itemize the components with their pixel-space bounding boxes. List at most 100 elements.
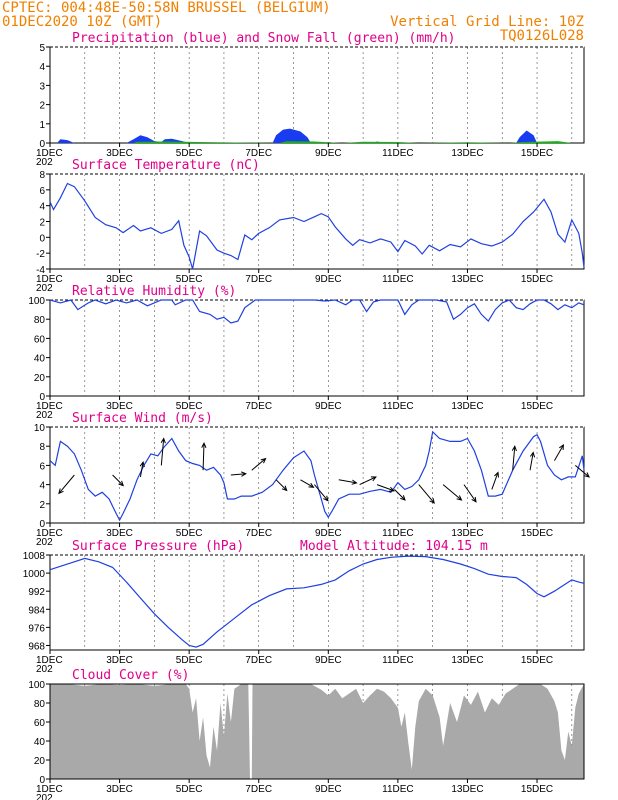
wind-vector-head bbox=[139, 460, 145, 468]
wind-vector-head bbox=[471, 496, 477, 503]
x-tick-label: 11DEC bbox=[382, 528, 414, 539]
y-tick-label: 60 bbox=[34, 718, 46, 729]
x-tick-label: 13DEC bbox=[451, 655, 483, 666]
y-tick-label: 4 bbox=[39, 481, 45, 492]
y-tick-label: 2 bbox=[39, 101, 45, 112]
y-tick-label: 0 bbox=[39, 775, 45, 786]
x-tick-label: 7DEC bbox=[245, 401, 272, 412]
wind-vector-head bbox=[529, 451, 536, 458]
wind-vector-head bbox=[58, 488, 64, 495]
y-tick-label: 20 bbox=[34, 756, 46, 767]
x-tick-label: 9DEC bbox=[315, 148, 342, 159]
x-year-label: 202 bbox=[36, 157, 53, 168]
panel-precip: 0 1 2 3 4 5 1DEC 3DEC 5DEC 7DEC 9DEC 11DEC 13DEC 15DE… bbox=[36, 31, 585, 168]
panel-cloud: 0 20 40 60 80 100 1DEC 3DEC 5DEC 7DEC 9DEC 11DEC 13D… bbox=[28, 668, 585, 800]
wind-vector-head bbox=[456, 495, 463, 501]
y-tick-label: -2 bbox=[36, 249, 45, 260]
x-tick-label: 15DEC bbox=[521, 528, 553, 539]
panel-rh: 0 20 40 60 80 100 1DEC 3DEC 5DEC 7DEC 9DEC 11DEC 13D… bbox=[28, 284, 585, 421]
panel-title: Surface Pressure (hPa) bbox=[72, 539, 244, 554]
rh-line bbox=[49, 299, 585, 324]
y-tick-label: 80 bbox=[34, 699, 46, 710]
y-tick-label: 992 bbox=[28, 587, 45, 598]
wind-vector-head bbox=[281, 485, 288, 492]
x-year-label: 202 bbox=[36, 410, 53, 421]
wind-vector-head bbox=[118, 480, 125, 487]
wind-vector-head bbox=[584, 472, 590, 478]
precip-area bbox=[56, 128, 538, 143]
wind-vector bbox=[338, 479, 357, 484]
y-tick-label: 2 bbox=[39, 500, 45, 511]
x-tick-label: 11DEC bbox=[382, 784, 414, 795]
wind-vector-head bbox=[323, 495, 329, 502]
x-tick-label: 11DEC bbox=[382, 401, 414, 412]
panel-pressure: 968 976 984 992 1000 1008 1DEC 3DEC 5DEC 7DEC 9DEC… bbox=[23, 539, 585, 675]
plot-frame bbox=[49, 426, 585, 524]
plot-frame bbox=[49, 554, 585, 651]
y-tick-label: 4 bbox=[39, 62, 45, 73]
wind-vector-head bbox=[351, 479, 358, 485]
wind-vector bbox=[58, 474, 75, 494]
y-tick-label: 5 bbox=[39, 43, 45, 54]
wind-vector-head bbox=[511, 445, 517, 452]
header-code: TQ0126L028 bbox=[500, 28, 584, 44]
wind-vector bbox=[529, 452, 534, 471]
temp-line bbox=[49, 182, 585, 270]
y-tick-label: 0 bbox=[39, 519, 45, 530]
wind-vector-head bbox=[429, 497, 435, 504]
y-tick-label: 0 bbox=[39, 233, 45, 244]
wind-line bbox=[49, 430, 585, 522]
x-tick-label: 13DEC bbox=[451, 528, 483, 539]
panel-wind: 0 2 4 6 8 10 1DEC 3DEC 5DEC 7DEC 9DEC 11DEC 13DEC 15D… bbox=[34, 411, 590, 548]
y-tick-label: 8 bbox=[39, 442, 45, 453]
x-tick-label: 13DEC bbox=[451, 401, 483, 412]
y-tick-label: 8 bbox=[39, 170, 45, 181]
wind-vector-head bbox=[201, 442, 207, 448]
y-tick-label: 100 bbox=[28, 296, 45, 307]
panel-subtitle: Model Altitude: 104.15 m bbox=[300, 539, 488, 554]
x-tick-label: 7DEC bbox=[245, 655, 272, 666]
x-year-label: 202 bbox=[36, 537, 53, 548]
x-tick-label: 9DEC bbox=[315, 655, 342, 666]
x-tick-label: 1DEC bbox=[36, 401, 63, 412]
wind-vector bbox=[376, 484, 395, 492]
x-tick-label: 15DEC bbox=[521, 784, 553, 795]
wind-vector bbox=[300, 479, 314, 488]
y-tick-label: 0 bbox=[39, 392, 45, 403]
plot-frame-top bbox=[49, 683, 585, 780]
x-tick-label: 15DEC bbox=[521, 655, 553, 666]
panel-temp: -4 -2 0 2 4 6 8 1DEC 3DEC 5DEC 7DEC 9DEC 11DEC 13DEC 1… bbox=[36, 158, 585, 294]
plot-frame bbox=[49, 299, 585, 397]
wind-vector bbox=[442, 484, 462, 501]
panel-title: Surface Wind (m/s) bbox=[72, 411, 213, 426]
y-tick-label: 1000 bbox=[23, 569, 46, 580]
y-tick-label: -4 bbox=[36, 265, 45, 276]
x-tick-label: 1DEC bbox=[36, 655, 63, 666]
y-tick-label: 968 bbox=[28, 641, 45, 652]
wind-vector-head bbox=[559, 444, 564, 451]
wind-vector-head bbox=[308, 482, 315, 488]
wind-vector bbox=[202, 443, 205, 471]
panel-title: Relative Humidity (%) bbox=[72, 284, 236, 299]
x-tick-label: 9DEC bbox=[315, 274, 342, 285]
x-tick-label: 7DEC bbox=[245, 274, 272, 285]
y-tick-label: 0 bbox=[39, 139, 45, 150]
plot-frame bbox=[49, 46, 585, 144]
wind-vector bbox=[574, 465, 590, 478]
y-tick-label: 1008 bbox=[23, 551, 46, 562]
x-tick-label: 5DEC bbox=[176, 274, 203, 285]
y-tick-label: 2 bbox=[39, 218, 45, 229]
y-tick-label: 4 bbox=[39, 202, 45, 213]
x-tick-label: 13DEC bbox=[451, 784, 483, 795]
y-tick-label: 1 bbox=[39, 120, 45, 131]
wind-vector-head bbox=[400, 495, 406, 501]
x-tick-label: 5DEC bbox=[176, 655, 203, 666]
wind-vector bbox=[394, 489, 406, 501]
x-tick-label: 7DEC bbox=[245, 784, 272, 795]
y-tick-label: 3 bbox=[39, 81, 45, 92]
x-tick-label: 5DEC bbox=[176, 784, 203, 795]
snow-area bbox=[133, 141, 572, 143]
x-tick-label: 15DEC bbox=[521, 401, 553, 412]
x-tick-label: 9DEC bbox=[315, 528, 342, 539]
